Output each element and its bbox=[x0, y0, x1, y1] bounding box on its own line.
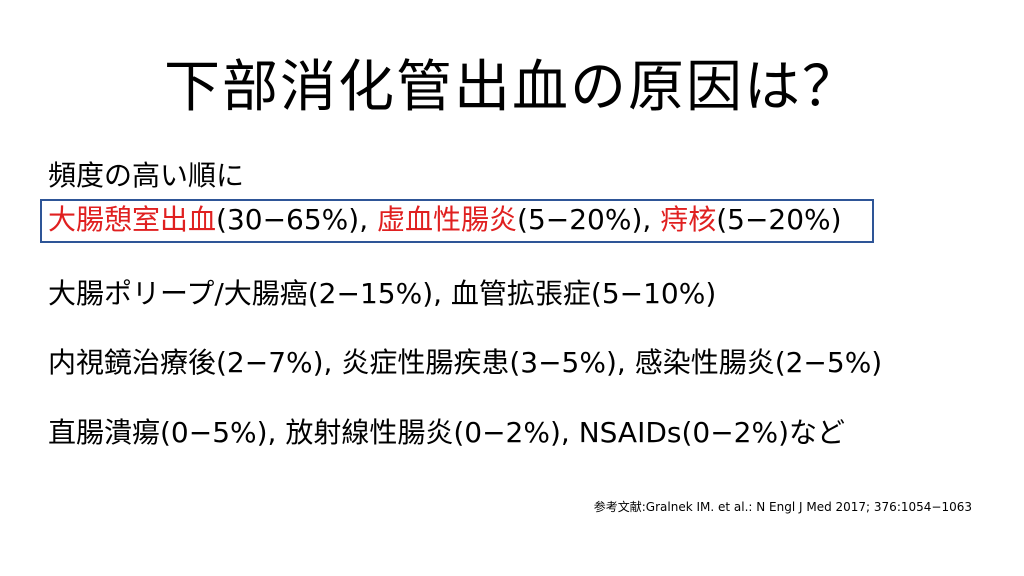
cause-line-post-endoscopy: 内視鏡治療後(2−7%), 炎症性腸疾患(3−5%), 感染性腸炎(2−5%) bbox=[48, 346, 883, 379]
cause-ischemic-colitis: 虚血性腸炎 bbox=[377, 203, 518, 236]
reference-citation: 参考文献:Gralnek IM. et al.: N Engl J Med 20… bbox=[593, 500, 972, 514]
cause-line-rectal-ulcer: 直腸潰瘍(0−5%), 放射線性腸炎(0−2%), NSAIDs(0−2%)など bbox=[48, 416, 846, 449]
highlight-line: 大腸憩室出血(30−65%), 虚血性腸炎(5−20%), 痔核(5−20%) bbox=[48, 200, 842, 240]
cause-diverticular-bleeding-pct: (30−65%), bbox=[216, 203, 377, 236]
cause-hemorrhoids: 痔核 bbox=[660, 203, 717, 236]
cause-hemorrhoids-pct: (5−20%) bbox=[716, 203, 842, 236]
subtitle-text: 頻度の高い順に bbox=[48, 159, 245, 192]
slide-title: 下部消化管出血の原因は？ bbox=[164, 55, 860, 120]
cause-diverticular-bleeding: 大腸憩室出血 bbox=[48, 203, 217, 236]
cause-ischemic-colitis-pct: (5−20%), bbox=[517, 203, 661, 236]
highlight-box bbox=[40, 199, 874, 243]
cause-line-polyp-cancer: 大腸ポリープ/大腸癌(2−15%), 血管拡張症(5−10%) bbox=[48, 277, 717, 310]
